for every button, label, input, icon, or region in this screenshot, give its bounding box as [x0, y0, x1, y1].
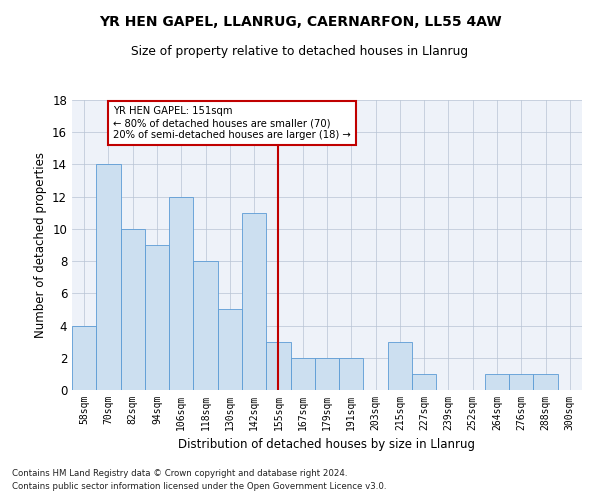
Y-axis label: Number of detached properties: Number of detached properties	[34, 152, 47, 338]
Text: YR HEN GAPEL, LLANRUG, CAERNARFON, LL55 4AW: YR HEN GAPEL, LLANRUG, CAERNARFON, LL55 …	[98, 15, 502, 29]
Text: Size of property relative to detached houses in Llanrug: Size of property relative to detached ho…	[131, 45, 469, 58]
Bar	[96, 164, 121, 390]
Bar	[266, 342, 290, 390]
Bar	[533, 374, 558, 390]
Bar	[72, 326, 96, 390]
Bar	[145, 245, 169, 390]
Bar	[412, 374, 436, 390]
Bar	[339, 358, 364, 390]
X-axis label: Distribution of detached houses by size in Llanrug: Distribution of detached houses by size …	[179, 438, 476, 452]
Bar	[242, 213, 266, 390]
Bar	[290, 358, 315, 390]
Bar	[388, 342, 412, 390]
Bar	[315, 358, 339, 390]
Bar	[509, 374, 533, 390]
Text: Contains public sector information licensed under the Open Government Licence v3: Contains public sector information licen…	[12, 482, 386, 491]
Bar	[193, 261, 218, 390]
Bar	[218, 310, 242, 390]
Text: YR HEN GAPEL: 151sqm
← 80% of detached houses are smaller (70)
20% of semi-detac: YR HEN GAPEL: 151sqm ← 80% of detached h…	[113, 106, 351, 140]
Text: Contains HM Land Registry data © Crown copyright and database right 2024.: Contains HM Land Registry data © Crown c…	[12, 468, 347, 477]
Bar	[121, 229, 145, 390]
Bar	[169, 196, 193, 390]
Bar	[485, 374, 509, 390]
